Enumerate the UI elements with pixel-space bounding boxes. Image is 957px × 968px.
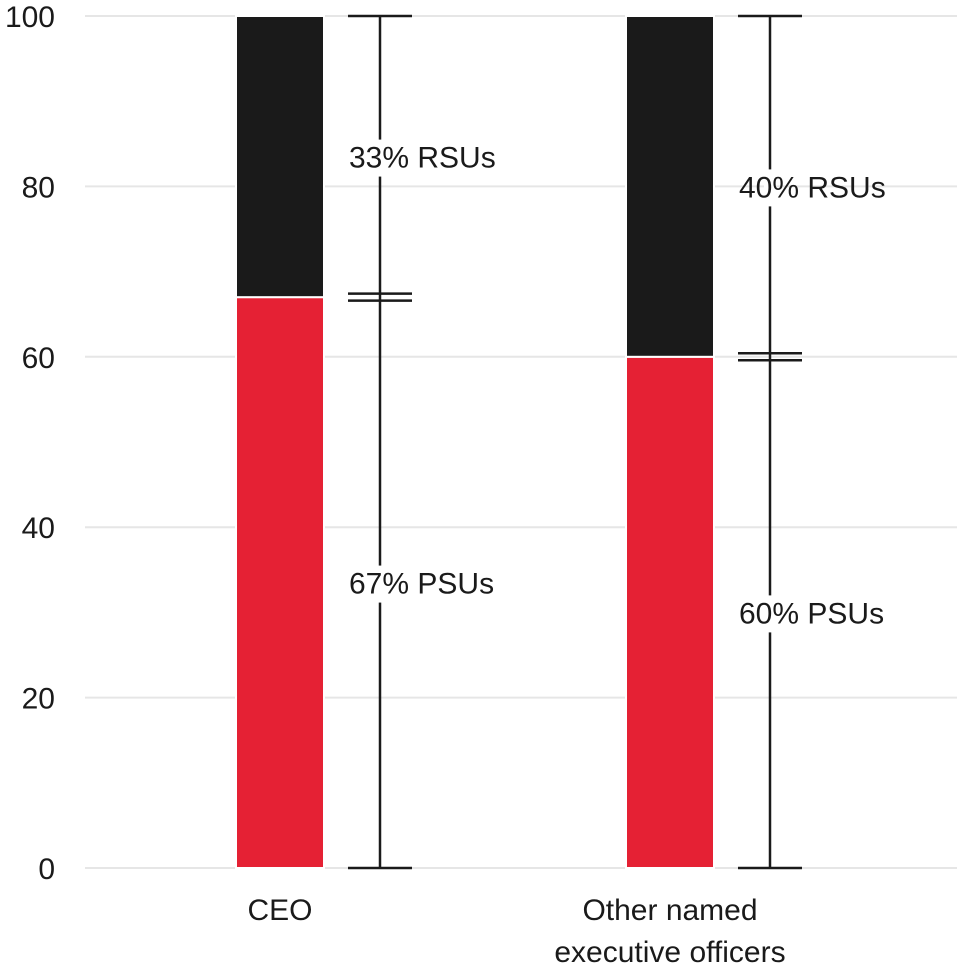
bars — [235, 15, 715, 870]
segment-label-rsu-1: 40% RSUs — [739, 171, 886, 204]
bar-psu-0 — [235, 296, 325, 870]
category-label-1-line-0: Other named — [582, 894, 757, 927]
segment-label-psu-1: 60% PSUs — [739, 597, 884, 630]
label-knockout-rsu-0 — [374, 139, 386, 177]
label-knockout-psu-0 — [374, 565, 386, 603]
x-axis: CEO Other named executive officers — [247, 894, 785, 968]
segment-labels: 67% PSUs 33% RSUs 60% PSUs 40% RSUs — [349, 139, 886, 633]
category-label-1-line-1: executive officers — [554, 936, 785, 968]
bar-psu-1 — [625, 355, 715, 869]
y-tick-label-80: 80 — [22, 171, 55, 204]
label-knockout-psu-1 — [764, 595, 776, 633]
grid-layer — [85, 15, 957, 869]
y-tick-label-0: 0 — [38, 853, 55, 886]
segment-label-rsu-0: 33% RSUs — [349, 142, 496, 175]
bar-rsu-1 — [625, 15, 715, 358]
segment-label-psu-0: 67% PSUs — [349, 568, 494, 601]
y-axis: 0 20 40 60 80 100 — [5, 1, 55, 886]
category-label-0-line-0: CEO — [247, 894, 312, 927]
y-tick-label-60: 60 — [22, 342, 55, 375]
bar-rsu-0 — [235, 15, 325, 299]
y-tick-label-40: 40 — [22, 512, 55, 545]
label-knockout-rsu-1 — [764, 169, 776, 207]
y-tick-label-20: 20 — [22, 683, 55, 716]
y-tick-label-100: 100 — [5, 1, 55, 34]
